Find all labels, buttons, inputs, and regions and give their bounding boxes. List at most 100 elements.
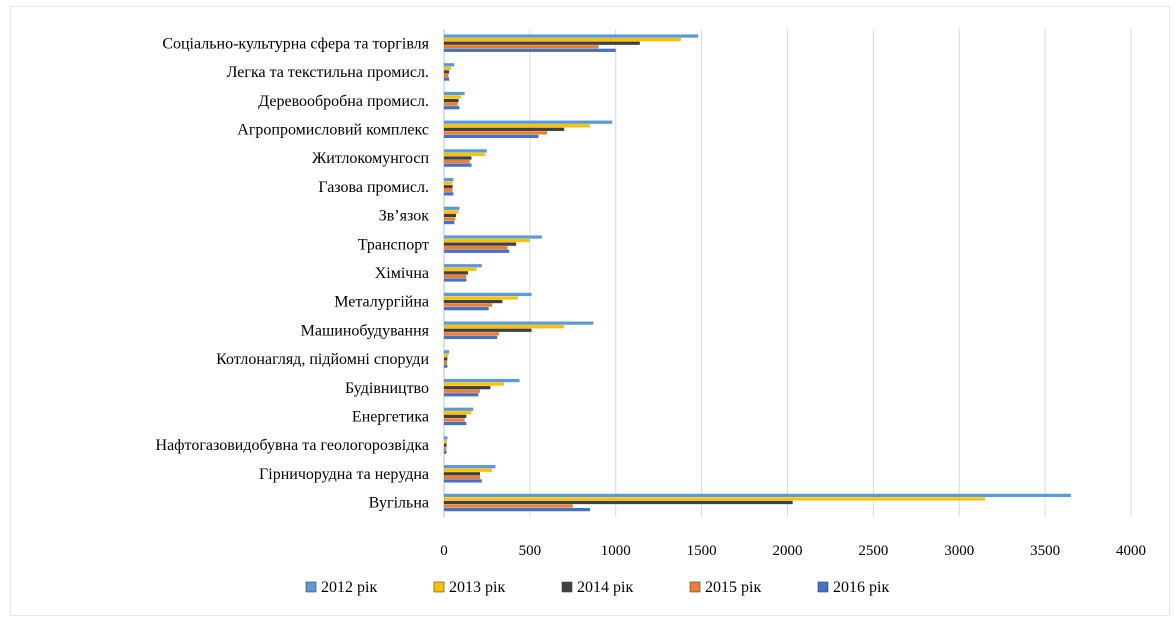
bar bbox=[444, 102, 458, 106]
bar bbox=[444, 299, 503, 304]
bar bbox=[444, 407, 474, 411]
bar bbox=[444, 242, 517, 246]
bar bbox=[444, 353, 449, 358]
bar bbox=[444, 303, 493, 307]
legend-swatch bbox=[689, 581, 701, 593]
category-label: Металургійна bbox=[334, 294, 429, 311]
legend-swatch bbox=[433, 581, 445, 593]
chart-frame: Соціально-культурна сфера та торгівля Лег… bbox=[10, 6, 1170, 616]
category-label: Хімічна bbox=[375, 265, 429, 282]
bar bbox=[444, 181, 453, 185]
bar bbox=[444, 235, 542, 239]
bar bbox=[444, 439, 448, 444]
category-label: Транспорт bbox=[358, 236, 429, 253]
category-label: Деревообробна промисл. bbox=[258, 93, 429, 110]
bar bbox=[444, 296, 518, 300]
legend-label: 2013 рік bbox=[449, 579, 505, 596]
bar bbox=[444, 271, 469, 275]
bar bbox=[444, 91, 465, 96]
bar bbox=[444, 156, 472, 160]
bar bbox=[444, 206, 460, 210]
category-label: Машинобудування bbox=[301, 322, 430, 339]
bar bbox=[444, 500, 793, 505]
legend-swatch bbox=[305, 581, 317, 593]
x-tick-label: 1000 bbox=[601, 543, 631, 559]
category-label: Газова промисл. bbox=[318, 179, 429, 196]
bar bbox=[444, 411, 472, 415]
bar bbox=[444, 292, 532, 297]
bar bbox=[444, 507, 590, 512]
legend-label: 2012 рік bbox=[321, 579, 377, 596]
bar bbox=[444, 38, 682, 42]
bar bbox=[444, 149, 487, 153]
x-tick-label: 0 bbox=[440, 543, 448, 559]
bar bbox=[444, 34, 699, 38]
bar bbox=[444, 63, 455, 67]
bar bbox=[444, 465, 496, 469]
bar bbox=[444, 421, 467, 426]
category-label: Соціально-культурна сфера та торгівля bbox=[162, 35, 429, 52]
x-tick-label: 2500 bbox=[858, 543, 888, 559]
bar bbox=[444, 447, 447, 451]
bar bbox=[444, 220, 455, 225]
bar bbox=[444, 238, 530, 243]
category-label: Котлонагляд, підйомні споруди bbox=[216, 351, 429, 368]
bar bbox=[444, 246, 508, 250]
x-tick-labels: 0 500 1000 1500 2000 2500 3000 3500 4000 bbox=[440, 543, 1146, 559]
bar bbox=[444, 360, 448, 365]
legend: 2012 рік 2013 рік 2014 рік 2015 рік 2016 рік bbox=[305, 579, 889, 596]
bar bbox=[444, 48, 616, 52]
bar bbox=[444, 177, 454, 182]
bar bbox=[444, 493, 1071, 498]
x-tick-label: 500 bbox=[519, 543, 542, 559]
legend-swatch bbox=[561, 581, 573, 593]
bar bbox=[444, 307, 489, 311]
bar bbox=[444, 66, 451, 70]
bar bbox=[444, 475, 481, 479]
bar bbox=[444, 274, 467, 279]
category-label: Вугільна bbox=[369, 495, 429, 512]
category-label: Житлокомунгосп bbox=[312, 150, 429, 167]
x-tick-label: 3500 bbox=[1030, 543, 1060, 559]
bar bbox=[444, 213, 457, 218]
bar bbox=[444, 217, 456, 221]
category-labels: Соціально-культурна сфера та торгівля Лег… bbox=[156, 35, 430, 511]
category-label: Гірничорудна та нерудна bbox=[259, 466, 429, 483]
bar bbox=[444, 418, 465, 422]
bar bbox=[444, 159, 470, 164]
bar bbox=[444, 124, 590, 128]
category-label: Нафтогазовидобувна та геологорозвідка bbox=[156, 437, 429, 454]
bar bbox=[444, 332, 499, 336]
bar bbox=[444, 163, 472, 167]
category-label: Зв’язок bbox=[379, 208, 429, 225]
x-tick-label: 2000 bbox=[773, 543, 803, 559]
bar bbox=[444, 504, 573, 508]
bar bbox=[444, 472, 481, 476]
bar bbox=[444, 382, 505, 386]
bar bbox=[444, 152, 486, 157]
category-label: Будівництво bbox=[345, 380, 429, 397]
bar-chart: Соціально-культурна сфера та торгівля Лег… bbox=[156, 29, 1146, 596]
bar bbox=[444, 386, 491, 390]
bar bbox=[444, 131, 548, 135]
bar bbox=[444, 414, 467, 419]
bar bbox=[444, 479, 482, 483]
bar bbox=[444, 70, 450, 74]
bar bbox=[444, 321, 594, 325]
category-label: Легка та текстильна промисл. bbox=[227, 64, 429, 81]
bar bbox=[444, 249, 510, 253]
legend-label: 2015 рік bbox=[705, 579, 761, 596]
bar bbox=[444, 335, 498, 340]
bar bbox=[444, 443, 447, 447]
bar bbox=[444, 389, 481, 393]
legend-label: 2014 рік bbox=[577, 579, 633, 596]
category-label: Агропромисловий комплекс bbox=[237, 121, 429, 138]
bar bbox=[444, 188, 453, 192]
x-tick-label: 1500 bbox=[687, 543, 717, 559]
bar bbox=[444, 350, 450, 354]
legend-label: 2016 рік bbox=[833, 579, 889, 596]
legend-swatch bbox=[817, 581, 829, 593]
bar bbox=[444, 210, 459, 214]
bar bbox=[444, 278, 467, 282]
bar bbox=[444, 73, 449, 78]
